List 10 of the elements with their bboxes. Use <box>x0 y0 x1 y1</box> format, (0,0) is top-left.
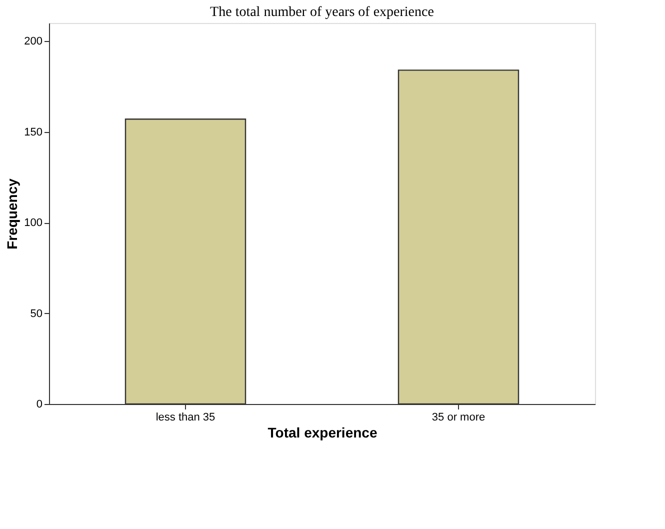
y-tick-label: 150 <box>24 126 42 138</box>
chart-title: The total number of years of experience <box>210 5 434 20</box>
x-tick-label: less than 35 <box>156 412 216 424</box>
y-axis-title: Frequency <box>4 178 20 250</box>
y-tick-label: 50 <box>30 308 42 320</box>
y-tick-label: 0 <box>36 398 42 410</box>
y-tick-label: 100 <box>24 217 42 230</box>
y-tick-label: 200 <box>24 36 42 48</box>
x-tick-label: 35 or more <box>432 412 486 424</box>
x-axis-title: Total experience <box>268 424 378 440</box>
